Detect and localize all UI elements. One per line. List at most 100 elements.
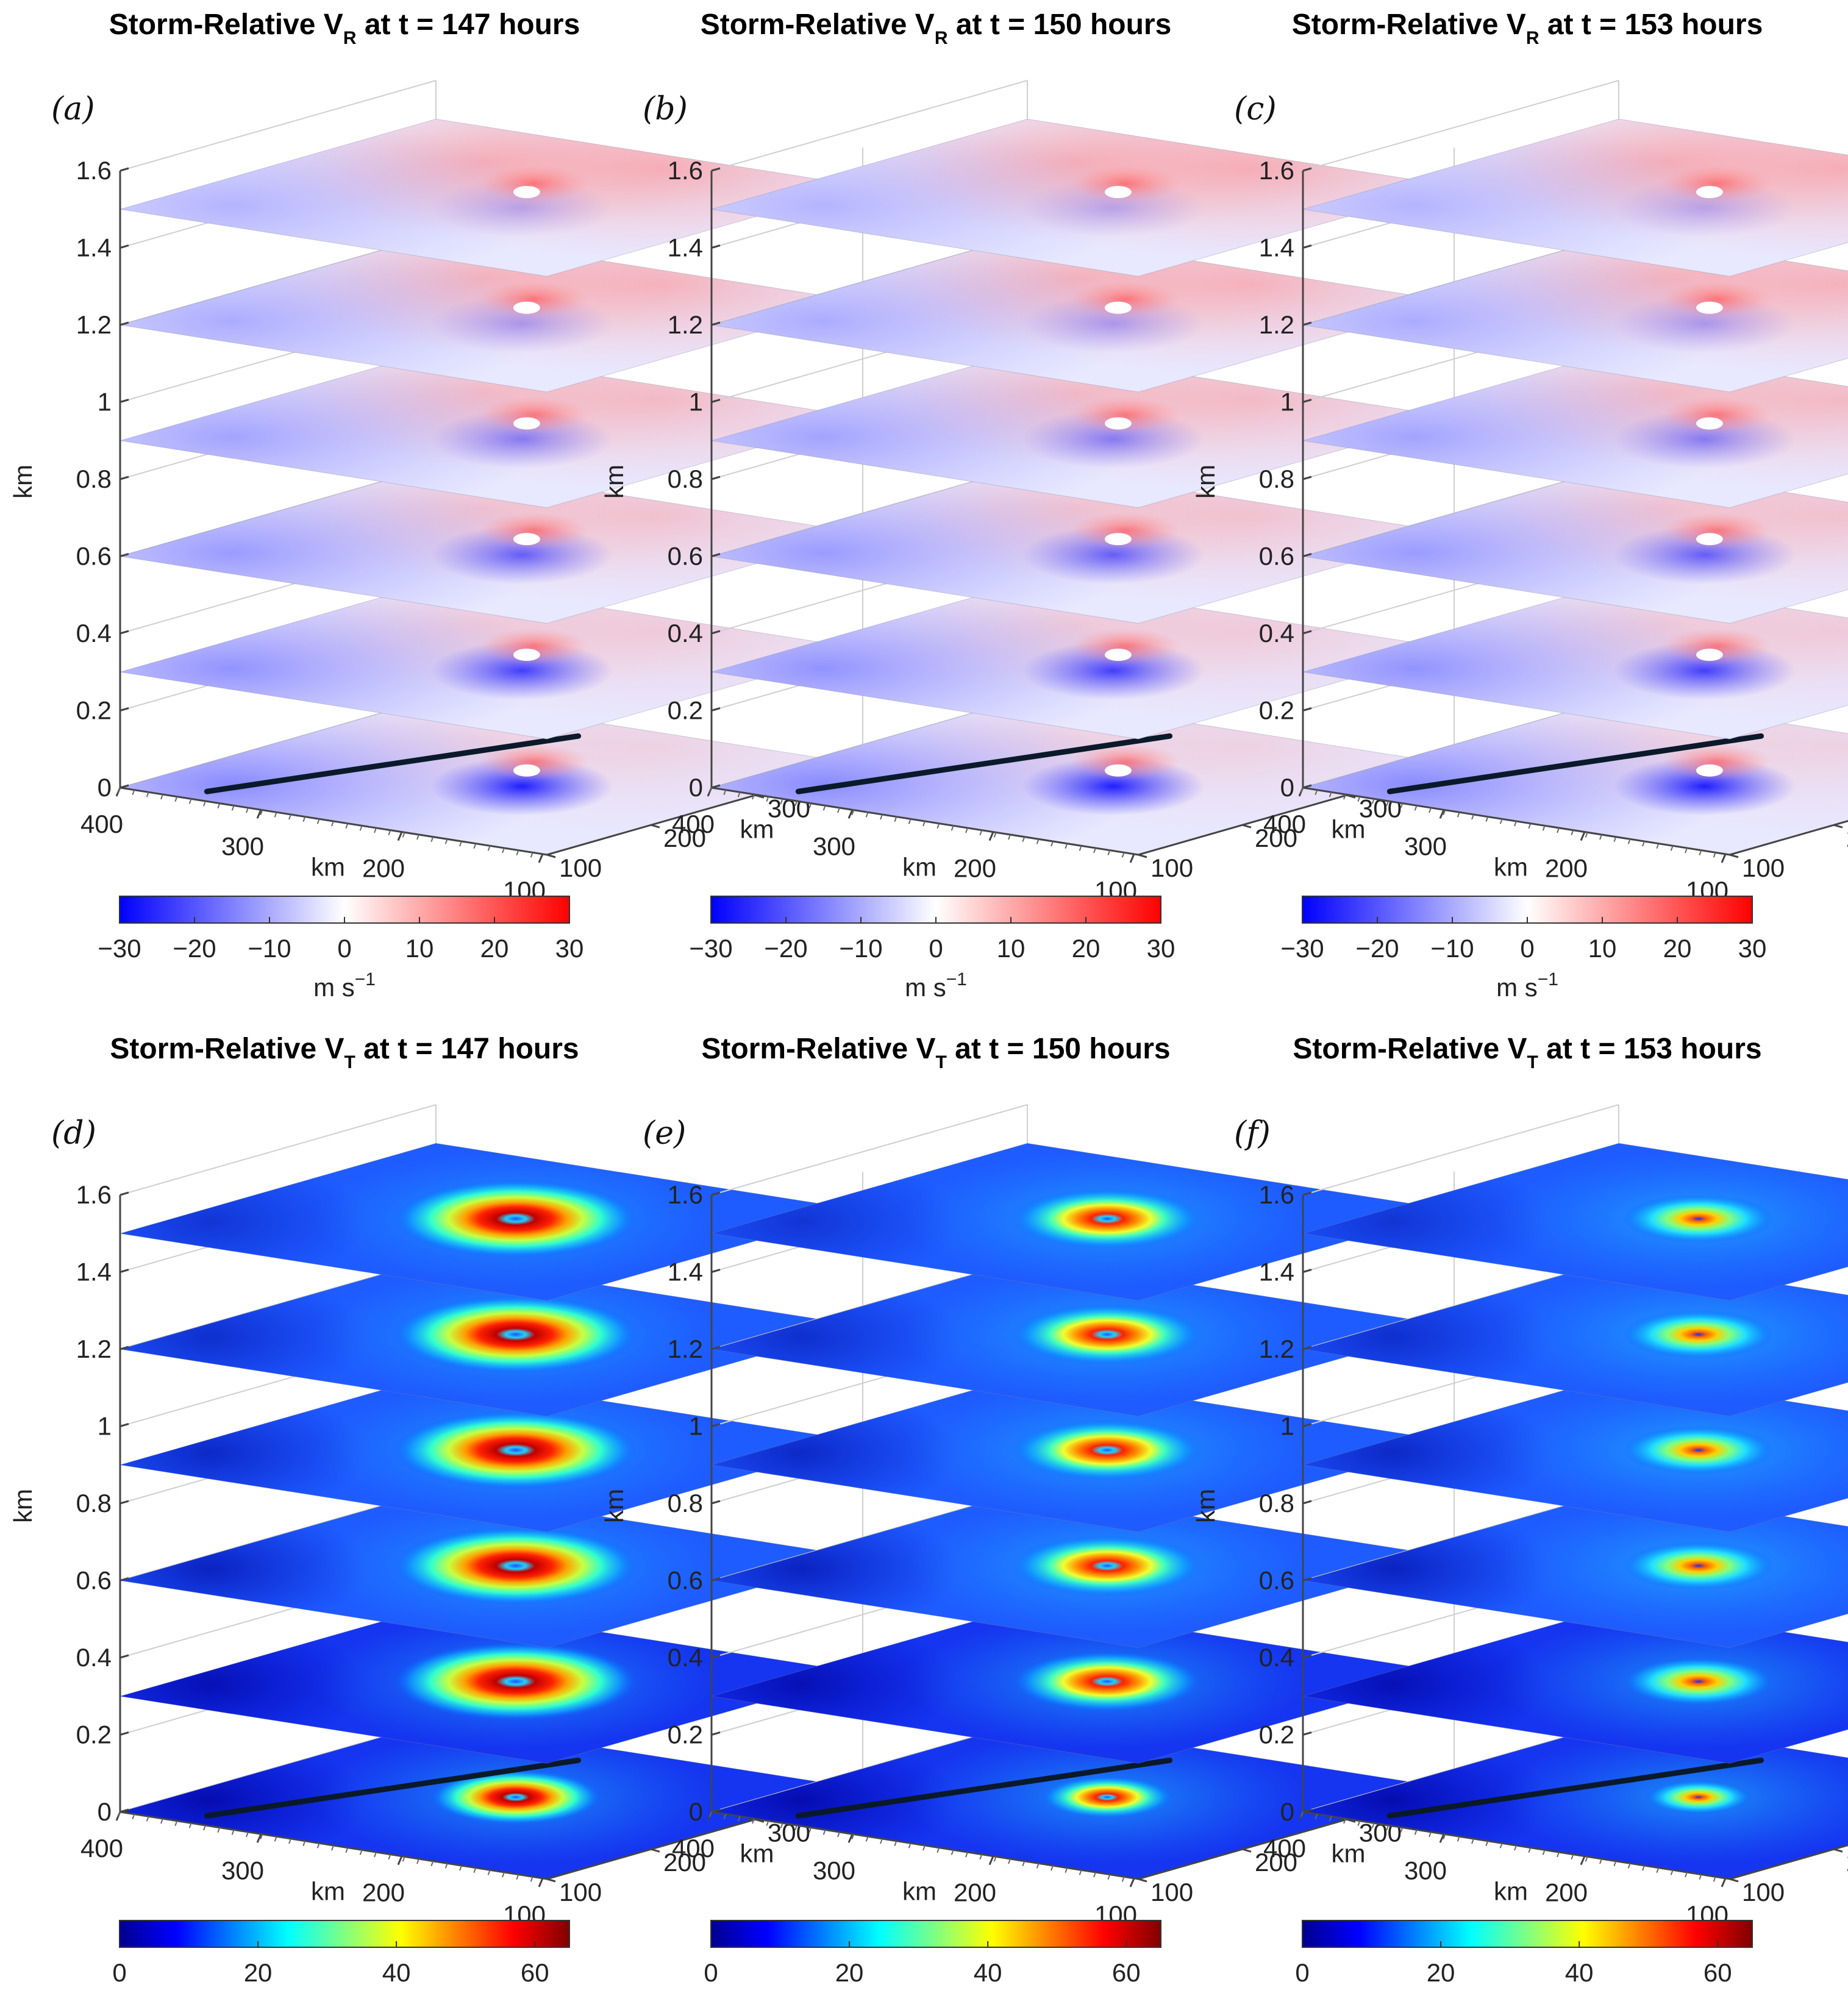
z-tick-label: 0.4: [76, 619, 112, 647]
z-tick-label: 1: [98, 1412, 112, 1441]
x-minor-tick: [1528, 823, 1532, 829]
z-tick: [1302, 399, 1312, 403]
y-tick-label: 200: [1846, 824, 1848, 852]
z-tick: [120, 707, 129, 711]
x-minor-tick: [174, 1820, 178, 1827]
vortex-core: [430, 1770, 601, 1825]
panel-label: (e): [643, 1115, 686, 1152]
colorbar-tick-label: 20: [480, 934, 509, 963]
colorbar-tick-label: 60: [1112, 1958, 1141, 1987]
colorbar-tick-label: 60: [521, 1958, 549, 1987]
x-minor-tick: [894, 1841, 897, 1847]
eye: [1696, 186, 1723, 199]
eye: [1696, 533, 1723, 546]
y-axis-label: km: [740, 815, 774, 844]
x-minor-tick: [274, 811, 277, 818]
inflow-area: [1303, 466, 1732, 624]
x-minor-tick: [132, 1814, 135, 1820]
x-minor-tick: [1329, 791, 1332, 797]
x-tick-label: 300: [1404, 1856, 1447, 1884]
colorbar-tick-label: 10: [997, 934, 1026, 963]
x-minor-tick: [274, 1836, 277, 1842]
z-tick: [120, 630, 129, 635]
x-minor-tick: [1656, 1867, 1660, 1874]
x-minor-tick: [416, 834, 419, 840]
z-tick: [120, 553, 129, 557]
outflow-core: [1070, 165, 1180, 202]
x-axis-label: km: [1494, 1877, 1528, 1905]
vortex-core: [1011, 1419, 1202, 1481]
z-tick: [711, 1423, 721, 1427]
inflow-area: [712, 235, 1140, 392]
x-tick: [538, 1878, 544, 1888]
x-minor-tick: [1357, 1820, 1361, 1827]
z-tick-label: 1.2: [668, 310, 703, 339]
panel-title: Storm-Relative VT at t = 147 hours: [110, 1033, 579, 1072]
eye: [1104, 649, 1132, 661]
x-minor-tick: [951, 825, 954, 831]
x-minor-tick: [766, 1820, 769, 1827]
x-tick-label: 300: [221, 832, 264, 860]
z-tick: [711, 1500, 721, 1505]
z-tick: [120, 1423, 129, 1427]
x-tick: [1721, 1878, 1727, 1888]
x-minor-tick: [260, 1834, 263, 1840]
colorbar: −30 −20 −10 0 10 20 30 m s−1: [689, 896, 1175, 1002]
inflow-area: [712, 466, 1140, 624]
colorbar-tick-label: 20: [1427, 1958, 1455, 1987]
y-tick: [1138, 1878, 1147, 1883]
x-minor-tick: [1471, 814, 1474, 820]
x-tick: [847, 809, 854, 819]
panel-title: Storm-Relative VR at t = 147 hours: [109, 9, 580, 48]
x-tick: [256, 809, 262, 819]
x-minor-tick: [174, 796, 178, 802]
x-minor-tick: [516, 1874, 519, 1880]
z-tick: [1302, 244, 1312, 249]
x-tick-label: 400: [80, 810, 123, 838]
title-main: Storm-Relative V: [109, 9, 343, 41]
x-minor-tick: [1429, 807, 1432, 813]
x-tick: [397, 832, 403, 841]
x-tick: [1439, 809, 1445, 819]
z-axis-label: km: [1191, 465, 1220, 499]
unit-exponent: −1: [946, 969, 967, 989]
z-tick-label: 1.6: [668, 156, 703, 185]
z-tick: [120, 1500, 129, 1505]
z-tick: [120, 476, 129, 480]
x-minor-tick: [1400, 803, 1404, 809]
title-main: Storm-Relative V: [110, 1033, 344, 1065]
x-minor-tick: [1627, 838, 1631, 844]
x-minor-tick: [766, 796, 769, 802]
title-subscript: T: [936, 1052, 947, 1072]
z-tick: [711, 1731, 721, 1736]
z-tick-label: 1: [689, 1412, 703, 1441]
y-tick: [546, 1878, 556, 1883]
x-minor-tick: [1528, 1847, 1532, 1853]
title-subscript: R: [1526, 28, 1539, 48]
z-tick-label: 1: [98, 388, 112, 416]
colorbar-unit: m s−1: [1496, 969, 1558, 1002]
x-minor-tick: [1499, 1842, 1503, 1849]
x-minor-tick: [979, 1854, 983, 1860]
z-tick-label: 1.2: [76, 310, 112, 339]
x-tick-label: 300: [813, 832, 855, 860]
unit-base: m s: [905, 973, 946, 1002]
x-minor-tick: [359, 825, 363, 831]
x-minor-tick: [1357, 796, 1361, 802]
vortex-core: [1622, 1310, 1774, 1359]
x-tick: [1580, 1856, 1586, 1866]
z-tick-label: 0.8: [1259, 465, 1294, 493]
slice-outline: [1302, 1605, 1848, 1764]
z-tick: [711, 553, 721, 557]
vortex-core: [393, 1411, 638, 1489]
x-minor-tick: [516, 850, 519, 856]
outflow-core: [1661, 512, 1772, 549]
y-tick: [1242, 1848, 1252, 1853]
z-tick: [711, 1269, 721, 1273]
unit-exponent: −1: [1538, 969, 1558, 989]
slice-outline: [1302, 350, 1848, 508]
z-tick-label: 0.8: [668, 1489, 703, 1517]
title-subscript: T: [1527, 1052, 1538, 1072]
x-minor-tick: [723, 1814, 727, 1820]
x-minor-tick: [302, 1841, 306, 1847]
